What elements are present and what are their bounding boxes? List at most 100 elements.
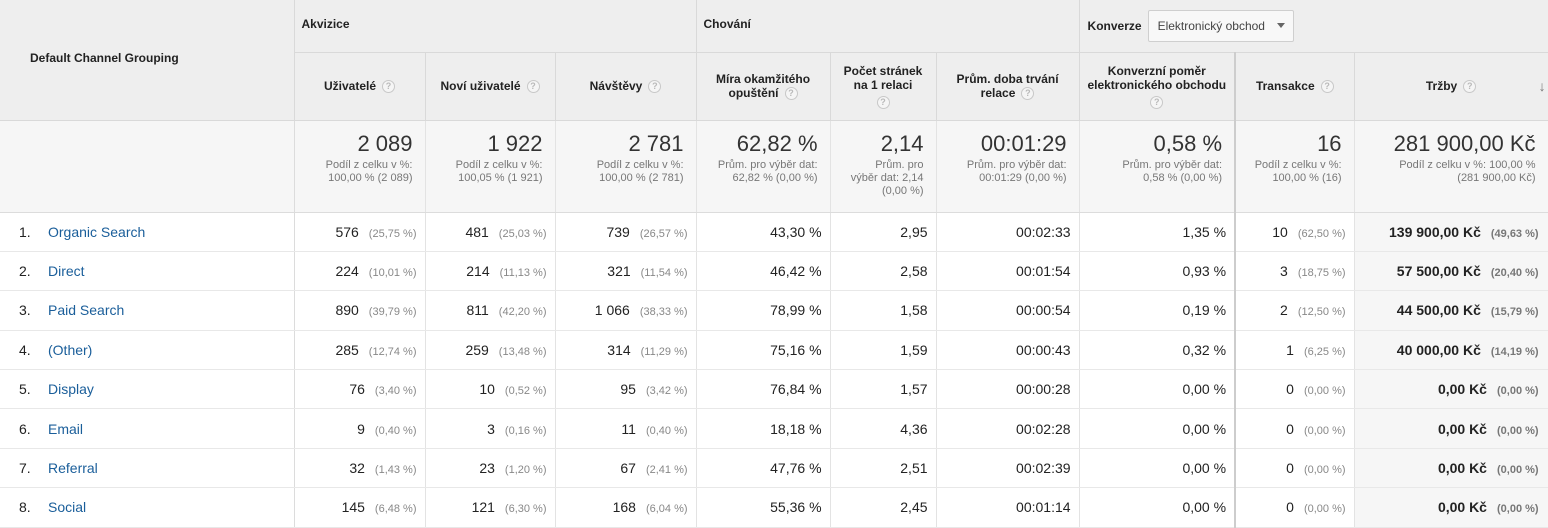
table-row: 1. Organic Search 576 (25,75 %) 481 (25,03 … (0, 212, 1548, 252)
cell-bounce: 55,36 % (696, 487, 831, 528)
col-header-new-users[interactable]: Noví uživatelé? (425, 52, 556, 121)
cell-conv-rate: 0,32 % (1079, 330, 1237, 371)
total-revenue: 281 900,00 Kč Podíl z celku v %: 100,00 %… (1354, 120, 1548, 213)
help-icon[interactable]: ? (784, 87, 798, 101)
row-channel: 8. Social (0, 487, 295, 528)
cell-revenue: 40 000,00 Kč (14,19 %) (1354, 330, 1548, 371)
sort-desc-icon[interactable]: ↓ (1538, 77, 1546, 94)
col-header-revenue[interactable]: Tržby? ↓ (1354, 52, 1548, 121)
table-row: 8. Social 145 (6,48 %) 121 (6,30 %) 168 (6,0… (0, 487, 1548, 528)
cell-revenue: 0,00 Kč (0,00 %) (1354, 448, 1548, 489)
cell-transactions: 3 (18,75 %) (1235, 251, 1355, 292)
cell-pages: 1,58 (830, 290, 937, 331)
cell-bounce: 18,18 % (696, 408, 831, 449)
cell-transactions: 10 (62,50 %) (1235, 212, 1355, 252)
cell-sessions: 321 (11,54 %) (555, 251, 697, 292)
conversion-label: Konverze (1087, 18, 1142, 33)
row-channel: 3. Paid Search (0, 290, 295, 331)
help-icon[interactable]: ? (1021, 87, 1035, 101)
row-channel: 6. Email (0, 408, 295, 449)
col-header-conv-rate[interactable]: Konverzní poměr elektronického obchodu? (1079, 52, 1237, 121)
cell-pages: 4,36 (830, 408, 937, 449)
help-icon[interactable]: ? (876, 95, 890, 109)
group-acquisition: Akvizice (294, 0, 697, 53)
cell-duration: 00:02:28 (936, 408, 1080, 449)
cell-new-users: 259 (13,48 %) (425, 330, 556, 371)
cell-users: 224 (10,01 %) (294, 251, 426, 292)
conversion-select[interactable]: Elektronický obchod (1147, 9, 1294, 42)
cell-conv-rate: 0,00 % (1079, 448, 1237, 489)
total-transactions: 16 Podíl z celku v %: 100,00 % (16) (1235, 120, 1355, 213)
cell-duration: 00:00:43 (936, 330, 1080, 371)
total-sessions: 2 781 Podíl z celku v %: 100,00 % (2 781) (555, 120, 697, 213)
cell-users: 890 (39,79 %) (294, 290, 426, 331)
table-row: 7. Referral 32 (1,43 %) 23 (1,20 %) 67 (2,41… (0, 448, 1548, 489)
cell-users: 9 (0,40 %) (294, 408, 426, 449)
channel-link[interactable]: Paid Search (48, 302, 125, 319)
chevron-down-icon (1276, 23, 1285, 29)
total-new-users: 1 922 Podíl z celku v %: 100,05 % (1 921) (425, 120, 556, 213)
totals-row: 2 089 Podíl z celku v %: 100,00 % (2 089) … (0, 120, 1548, 213)
cell-transactions: 1 (6,25 %) (1235, 330, 1355, 371)
cell-users: 145 (6,48 %) (294, 487, 426, 528)
col-header-transactions[interactable]: Transakce? (1235, 52, 1355, 121)
col-header-duration[interactable]: Prům. doba trvání relace? (936, 52, 1080, 121)
cell-duration: 00:01:54 (936, 251, 1080, 292)
cell-users: 576 (25,75 %) (294, 212, 426, 252)
cell-conv-rate: 0,19 % (1079, 290, 1237, 331)
group-conversion: Konverze Elektronický obchod (1079, 0, 1548, 53)
cell-duration: 00:00:28 (936, 369, 1080, 410)
help-icon[interactable]: ? (526, 80, 540, 94)
row-channel: 5. Display (0, 369, 295, 410)
table-row: 3. Paid Search 890 (39,79 %) 811 (42,20 %) … (0, 290, 1548, 331)
help-icon[interactable]: ? (382, 80, 396, 94)
row-channel: 4. (Other) (0, 330, 295, 371)
cell-sessions: 739 (26,57 %) (555, 212, 697, 252)
col-header-pages[interactable]: Počet stránek na 1 relaci? (830, 52, 937, 121)
channel-link[interactable]: (Other) (48, 341, 93, 358)
cell-bounce: 75,16 % (696, 330, 831, 371)
totals-label (0, 120, 295, 213)
cell-new-users: 3 (0,16 %) (425, 408, 556, 449)
cell-duration: 00:00:54 (936, 290, 1080, 331)
cell-sessions: 314 (11,29 %) (555, 330, 697, 371)
help-icon[interactable]: ? (1320, 80, 1334, 94)
cell-conv-rate: 0,00 % (1079, 408, 1237, 449)
table-row: 6. Email 9 (0,40 %) 3 (0,16 %) 11 (0,40 %) 1… (0, 408, 1548, 449)
channel-link[interactable]: Display (48, 381, 94, 398)
cell-bounce: 78,99 % (696, 290, 831, 331)
cell-transactions: 0 (0,00 %) (1235, 369, 1355, 410)
col-header-users[interactable]: Uživatelé? (294, 52, 426, 121)
channel-link[interactable]: Organic Search (48, 223, 146, 240)
cell-bounce: 47,76 % (696, 448, 831, 489)
cell-new-users: 10 (0,52 %) (425, 369, 556, 410)
cell-duration: 00:01:14 (936, 487, 1080, 528)
cell-revenue: 139 900,00 Kč (49,63 %) (1354, 212, 1548, 252)
cell-users: 76 (3,40 %) (294, 369, 426, 410)
channel-link[interactable]: Social (48, 499, 87, 516)
total-users: 2 089 Podíl z celku v %: 100,00 % (2 089) (294, 120, 426, 213)
cell-sessions: 168 (6,04 %) (555, 487, 697, 528)
col-header-bounce[interactable]: Míra okamžitého opuštění? (696, 52, 831, 121)
cell-new-users: 481 (25,03 %) (425, 212, 556, 252)
dimension-header[interactable]: Default Channel Grouping (0, 0, 295, 121)
cell-pages: 2,58 (830, 251, 937, 292)
cell-sessions: 11 (0,40 %) (555, 408, 697, 449)
cell-transactions: 0 (0,00 %) (1235, 448, 1355, 489)
cell-conv-rate: 0,00 % (1079, 487, 1237, 528)
channel-link[interactable]: Direct (48, 263, 85, 280)
row-channel: 7. Referral (0, 448, 295, 489)
cell-revenue: 57 500,00 Kč (20,40 %) (1354, 251, 1548, 292)
cell-users: 285 (12,74 %) (294, 330, 426, 371)
help-icon[interactable]: ? (1463, 80, 1477, 94)
help-icon[interactable]: ? (1150, 95, 1164, 109)
cell-revenue: 0,00 Kč (0,00 %) (1354, 408, 1548, 449)
help-icon[interactable]: ? (648, 80, 662, 94)
col-header-sessions[interactable]: Návštěvy? (555, 52, 697, 121)
channel-link[interactable]: Email (48, 420, 84, 437)
cell-new-users: 121 (6,30 %) (425, 487, 556, 528)
cell-duration: 00:02:33 (936, 212, 1080, 252)
channel-link[interactable]: Referral (48, 460, 98, 477)
cell-sessions: 95 (3,42 %) (555, 369, 697, 410)
